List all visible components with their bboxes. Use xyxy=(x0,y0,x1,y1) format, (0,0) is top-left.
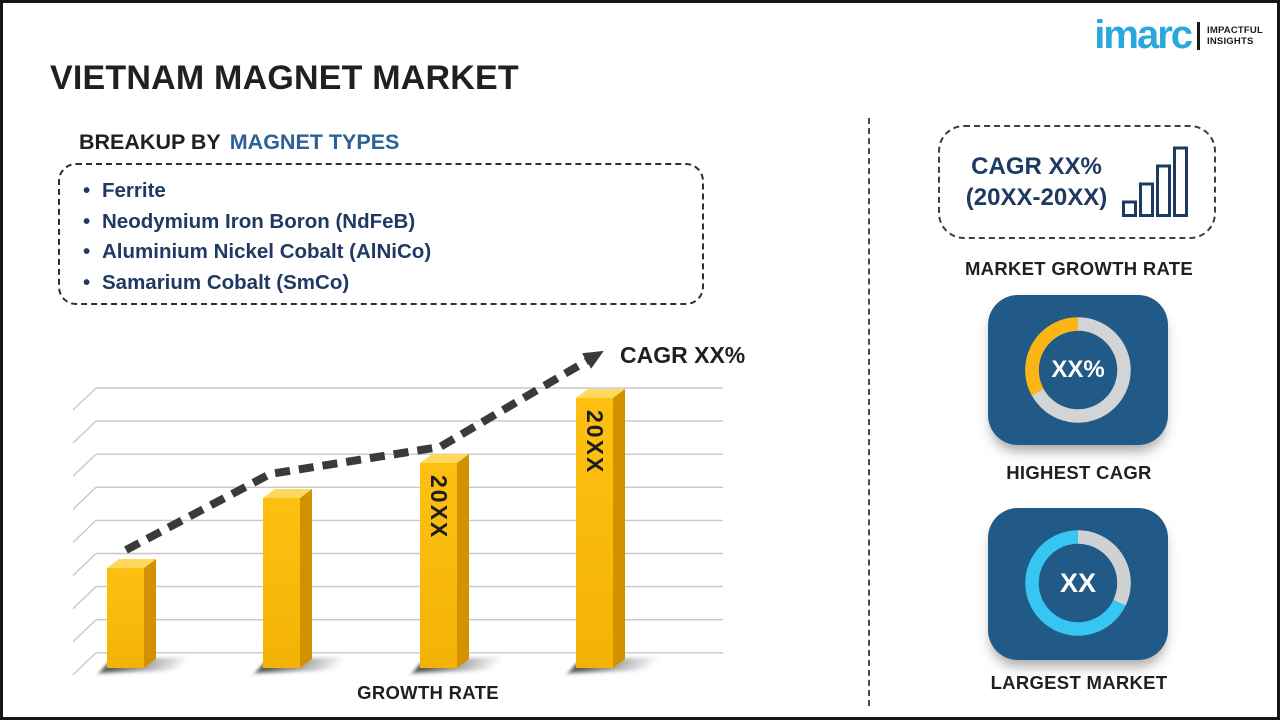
section-subtitle: BREAKUP BY MAGNET TYPES xyxy=(79,130,399,155)
magnet-types-box: • Ferrite • Neodymium Iron Boron (NdFeB) •… xyxy=(58,163,704,305)
highest-cagr-value: XX% xyxy=(1051,356,1105,383)
growth-chart: 20XX 20XX CAGR XX% GROWTH RATE xyxy=(68,338,745,708)
vertical-divider xyxy=(868,118,870,706)
imarc-logo: imarc IMPACTFUL INSIGHTS xyxy=(1094,13,1263,57)
list-item-label: Aluminium Nickel Cobalt (AlNiCo) xyxy=(102,240,432,263)
bar-chart-icon xyxy=(1122,146,1189,217)
bullet-icon: • xyxy=(83,179,91,202)
list-item: • Neodymium Iron Boron (NdFeB) xyxy=(83,207,702,238)
bullet-icon: • xyxy=(83,209,91,233)
highest-cagr-donut xyxy=(1025,317,1131,423)
cagr-card-line2: (20XX-20XX) xyxy=(965,184,1108,211)
cagr-card-text: CAGR XX% (20XX-20XX) xyxy=(966,151,1107,213)
list-item-label: Ferrite xyxy=(102,179,166,202)
subtitle-prefix: BREAKUP BY xyxy=(79,130,221,154)
magnet-types-list: • Ferrite • Neodymium Iron Boron (NdFeB) •… xyxy=(60,165,702,298)
logo-divider xyxy=(1197,22,1201,50)
cagr-annotation: CAGR XX% xyxy=(620,342,746,368)
market-growth-rate-label: MARKET GROWTH RATE xyxy=(964,258,1194,279)
bullet-icon: • xyxy=(83,270,91,294)
logo-tagline-line2: INSIGHTS xyxy=(1207,36,1254,47)
page-title: VIETNAM MAGNET MARKET xyxy=(50,59,519,97)
bar: 20XX xyxy=(420,463,457,668)
largest-market-tile: XX xyxy=(988,508,1168,660)
bar: 20XX xyxy=(576,398,613,668)
logo-tagline: IMPACTFUL INSIGHTS xyxy=(1207,25,1263,48)
bar xyxy=(263,498,300,668)
chart-bars: 20XX 20XX xyxy=(68,338,738,708)
donut-segment xyxy=(1025,530,1131,636)
list-item-label: Samarium Cobalt (SmCo) xyxy=(102,270,350,294)
list-item: • Aluminium Nickel Cobalt (AlNiCo) xyxy=(83,237,702,268)
largest-market-value: XX xyxy=(1059,567,1097,598)
subtitle-highlight: MAGNET TYPES xyxy=(229,130,400,154)
list-item-label: Neodymium Iron Boron (NdFeB) xyxy=(102,209,416,233)
bar-value-label: 20XX xyxy=(582,410,608,475)
trend-arrow xyxy=(124,350,604,554)
cagr-card-line1: CAGR XX% xyxy=(971,153,1102,180)
cagr-card: CAGR XX% (20XX-20XX) xyxy=(938,125,1216,239)
donut-segment xyxy=(1025,317,1131,423)
largest-market-label: LARGEST MARKET xyxy=(990,672,1168,693)
imarc-logo-text: imarc xyxy=(1094,13,1193,57)
bar-value-label: 20XX xyxy=(426,475,452,540)
highest-cagr-label: HIGHEST CAGR xyxy=(1006,462,1152,483)
x-axis-label: GROWTH RATE xyxy=(357,682,499,703)
logo-tagline-line1: IMPACTFUL xyxy=(1207,24,1263,36)
highest-cagr-tile: XX% xyxy=(988,295,1168,445)
list-item: • Ferrite xyxy=(83,176,702,207)
bullet-icon: • xyxy=(83,240,91,263)
bar xyxy=(107,568,144,668)
list-item: • Samarium Cobalt (SmCo) xyxy=(83,268,702,299)
largest-market-donut xyxy=(1025,530,1131,636)
